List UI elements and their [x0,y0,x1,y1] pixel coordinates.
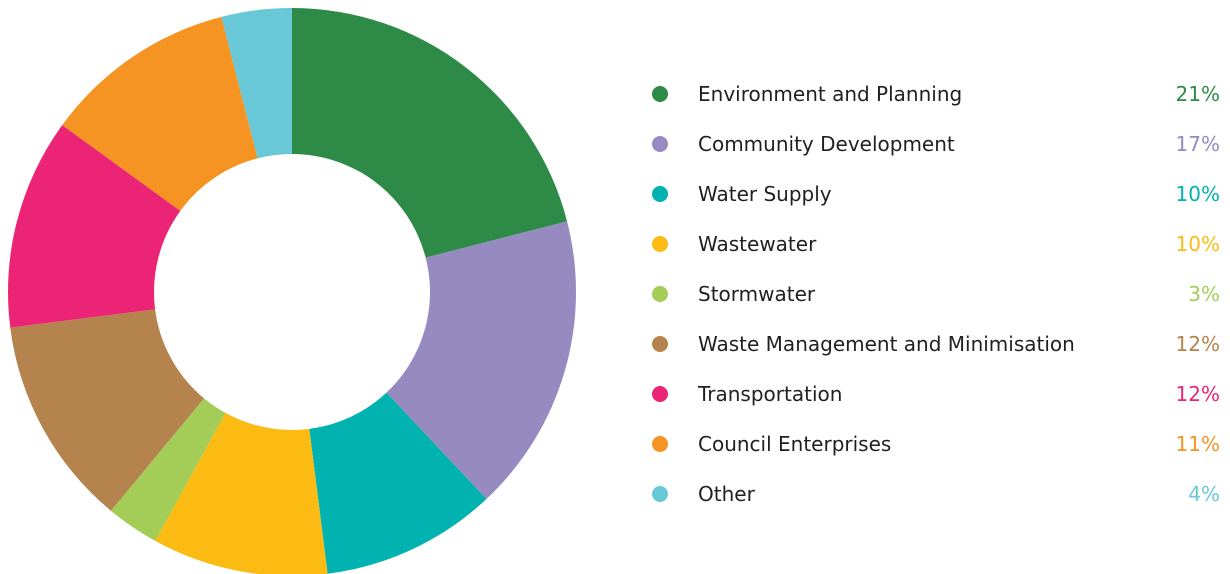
pie-slice-other [221,8,292,159]
legend-label: Transportation [698,382,843,406]
pie-slice-waste-management-and-minimisation [10,309,205,511]
pie-slice-council-enterprises [62,16,258,211]
legend-value: 12% [1175,382,1220,406]
chart-legend: Environment and Planning 21% Community Dev… [640,70,1220,520]
legend-label: Environment and Planning [698,82,963,106]
legend-item-water-supply: Water Supply 10% [640,170,1220,220]
legend-label: Stormwater [698,282,816,306]
legend-marker [652,286,668,302]
legend-item-waste-management-and-minimisation: Waste Management and Minimisation 12% [640,320,1220,370]
legend-value: 4% [1188,482,1220,506]
legend-value: 3% [1188,282,1220,306]
legend-value: 10% [1175,182,1220,206]
legend-label: Water Supply [698,182,832,206]
legend-value: 10% [1175,232,1220,256]
legend-label: Council Enterprises [698,432,892,456]
legend-label: Waste Management and Minimisation [698,332,1075,356]
legend-item-other: Other 4% [640,470,1220,520]
legend-marker [652,336,668,352]
legend-marker [652,386,668,402]
legend-marker [652,86,668,102]
pie-slice-stormwater [110,398,226,541]
legend-item-community-development: Community Development 17% [640,120,1220,170]
legend-label: Community Development [698,132,955,156]
legend-item-wastewater: Wastewater 10% [640,220,1220,270]
legend-marker [652,136,668,152]
legend-value: 11% [1175,432,1220,456]
donut-chart [8,8,577,574]
legend-item-transportation: Transportation 12% [640,370,1220,420]
legend-marker [652,236,668,252]
legend-item-stormwater: Stormwater 3% [640,270,1220,320]
pie-slice-community-development [386,221,577,500]
legend-marker [652,436,668,452]
legend-value: 21% [1175,82,1220,106]
legend-marker [652,186,668,202]
pie-slice-water-supply [309,392,487,574]
legend-item-environment-and-planning: Environment and Planning 21% [640,70,1220,120]
legend-label: Other [698,482,755,506]
pie-slice-transportation [8,125,181,328]
legend-label: Wastewater [698,232,817,256]
pie-slice-environment-and-planning [292,8,568,258]
legend-item-council-enterprises: Council Enterprises 11% [640,420,1220,470]
legend-value: 12% [1175,332,1220,356]
legend-value: 17% [1175,132,1220,156]
pie-slice-wastewater [155,412,328,574]
legend-marker [652,486,668,502]
